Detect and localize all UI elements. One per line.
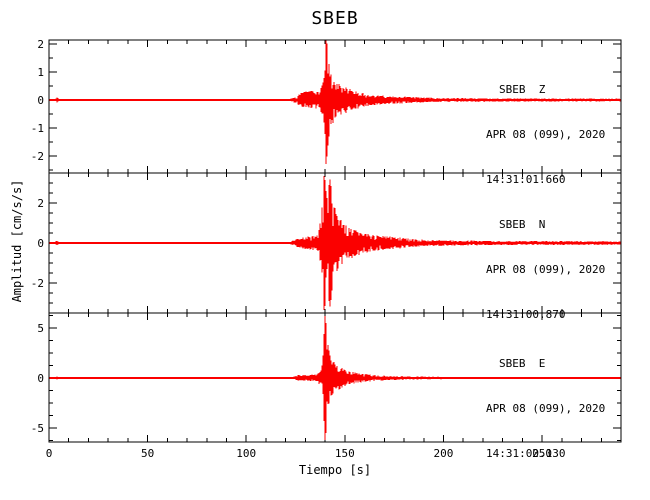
event-date-label: APR 08 (099), 2020 <box>486 402 606 415</box>
svg-text:-2: -2 <box>31 277 44 290</box>
svg-text:0: 0 <box>37 372 44 385</box>
svg-text:2: 2 <box>37 197 44 210</box>
station-component-label: SBEB Z <box>499 83 546 96</box>
svg-text:2: 2 <box>37 38 44 51</box>
svg-text:0: 0 <box>37 237 44 250</box>
svg-text:0: 0 <box>46 447 53 460</box>
station-component-label: SBEB E <box>499 357 546 370</box>
page-title: SBEB <box>311 8 359 29</box>
panel-n-info: SBEB N APR 08 (099), 2020 14:31:00.870 <box>486 187 605 352</box>
svg-text:0: 0 <box>37 94 44 107</box>
svg-text:-5: -5 <box>31 422 44 435</box>
svg-text:100: 100 <box>236 447 256 460</box>
svg-text:1: 1 <box>37 66 44 79</box>
event-time-label: 14:31:00.870 <box>486 308 566 321</box>
event-date-label: APR 08 (099), 2020 <box>486 128 606 141</box>
event-time-label: 14:31:01.660 <box>486 173 566 186</box>
svg-text:50: 50 <box>141 447 154 460</box>
event-date-label: APR 08 (099), 2020 <box>486 263 606 276</box>
svg-text:200: 200 <box>434 447 454 460</box>
station-component-label: SBEB N <box>499 218 546 231</box>
panel-e-info: SBEB E APR 08 (099), 2020 14:31:00.130 <box>486 326 605 491</box>
svg-text:150: 150 <box>335 447 355 460</box>
svg-text:250: 250 <box>532 447 552 460</box>
event-time-label: 14:31:00.130 <box>486 447 566 460</box>
panel-z-info: SBEB Z APR 08 (099), 2020 14:31:01.660 <box>486 52 605 217</box>
x-axis-label: Tiempo [s] <box>298 463 372 477</box>
svg-text:-2: -2 <box>31 150 44 163</box>
svg-text:-1: -1 <box>31 122 44 135</box>
svg-text:5: 5 <box>37 322 44 335</box>
